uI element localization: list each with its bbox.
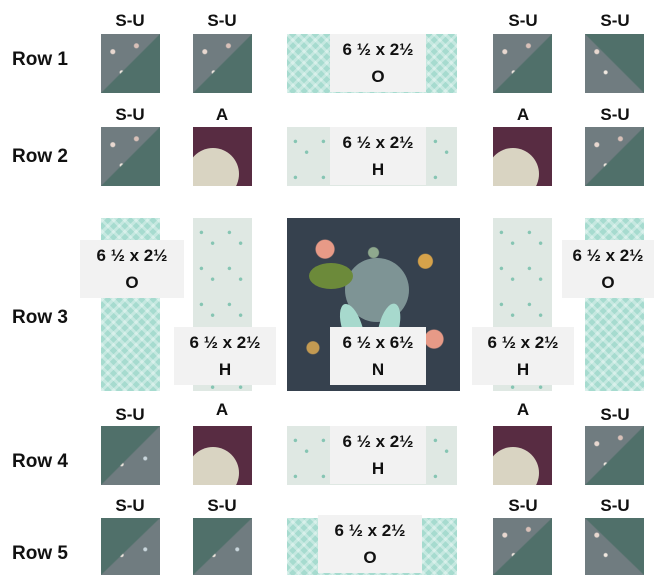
size-label: 6 ½ x 2½ [342, 432, 414, 451]
block-label: S-U [207, 496, 237, 515]
su-block [193, 34, 252, 93]
su-block [193, 518, 252, 575]
row-1-label: Row 1 [12, 49, 68, 70]
piece-letter: H [516, 360, 530, 379]
su-block [585, 34, 644, 93]
su-block [101, 518, 160, 575]
center-size-tag: 6 ½ x 2½ O [330, 34, 426, 92]
block-label: S-U [508, 11, 538, 30]
size-label: 6 ½ x 6½ [342, 333, 414, 352]
block-label: S-U [115, 105, 145, 124]
row-2-label: Row 2 [12, 146, 68, 167]
block-label: S-U [600, 11, 630, 30]
su-block [101, 426, 160, 485]
size-label: 6 ½ x 2½ [96, 246, 168, 265]
block-label: S-U [600, 105, 630, 124]
center-size-tag: 6 ½ x 2½ O [318, 515, 422, 573]
block-label: A [516, 105, 530, 124]
inner-size-tag-left: 6 ½ x 2½ H [174, 327, 276, 385]
piece-letter: O [371, 67, 385, 86]
size-label: 6 ½ x 2½ [572, 246, 644, 265]
block-label: S-U [508, 496, 538, 515]
moss-motif [309, 263, 353, 289]
piece-letter: H [218, 360, 232, 379]
size-label: 6 ½ x 2½ [342, 133, 414, 152]
center-size-tag: 6 ½ x 6½ N [330, 327, 426, 385]
block-label: A [215, 400, 229, 419]
a-block [193, 127, 252, 186]
block-label: S-U [115, 11, 145, 30]
block-label: S-U [115, 496, 145, 515]
su-block [493, 518, 552, 575]
piece-letter: O [601, 273, 615, 292]
row-4-label: Row 4 [12, 451, 68, 472]
a-block [493, 426, 552, 485]
block-label: A [215, 105, 229, 124]
block-label: S-U [600, 405, 630, 424]
center-size-tag: 6 ½ x 2½ H [330, 127, 426, 185]
su-block [101, 34, 160, 93]
row-5-label: Row 5 [12, 543, 68, 564]
row-3-label: Row 3 [12, 307, 68, 328]
su-block [585, 426, 644, 485]
side-size-tag-left: 6 ½ x 2½ O [80, 240, 184, 298]
block-label: S-U [600, 496, 630, 515]
size-label: 6 ½ x 2½ [189, 333, 261, 352]
su-block [585, 518, 644, 575]
size-label: 6 ½ x 2½ [342, 40, 414, 59]
piece-letter: O [125, 273, 139, 292]
piece-letter: H [371, 459, 385, 478]
piece-letter: H [371, 160, 385, 179]
su-block [101, 127, 160, 186]
a-block [193, 426, 252, 485]
size-label: 6 ½ x 2½ [334, 521, 406, 540]
side-size-tag-right: 6 ½ x 2½ O [562, 240, 654, 298]
a-block [493, 127, 552, 186]
su-block [493, 34, 552, 93]
block-label: S-U [207, 11, 237, 30]
piece-letter: O [363, 548, 377, 567]
size-label: 6 ½ x 2½ [487, 333, 559, 352]
block-label: S-U [115, 405, 145, 424]
su-block [585, 127, 644, 186]
block-label: A [516, 400, 530, 419]
center-size-tag: 6 ½ x 2½ H [330, 426, 426, 484]
inner-size-tag-right: 6 ½ x 2½ H [472, 327, 574, 385]
piece-letter: N [371, 360, 385, 379]
